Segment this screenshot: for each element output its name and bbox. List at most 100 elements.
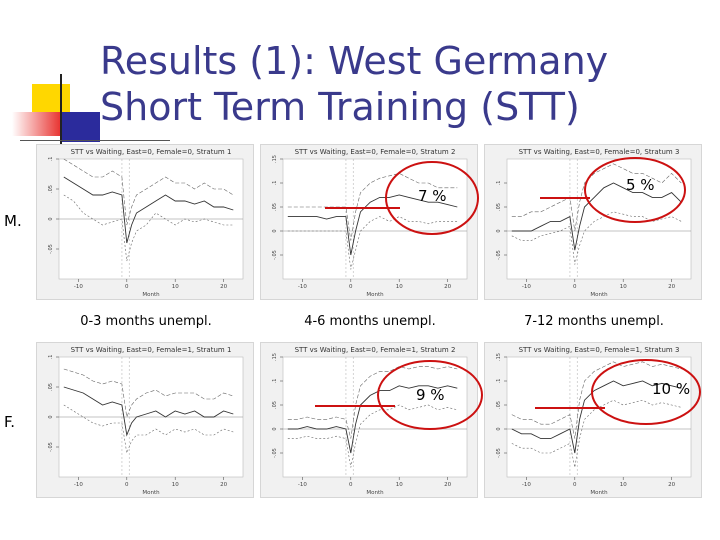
- x-tick-label: 0: [125, 482, 129, 488]
- y-tick-label: -.05: [272, 250, 278, 260]
- x-tick-label: 20: [668, 482, 675, 488]
- x-axis-label: Month: [590, 490, 608, 496]
- y-tick-label: -.05: [496, 250, 502, 260]
- y-tick-label: 0: [272, 229, 278, 232]
- x-tick-label: -10: [74, 284, 83, 290]
- row-label-female: F.: [4, 413, 15, 431]
- chart-svg: STT vs Waiting, East=0, Female=1, Stratu…: [496, 346, 692, 496]
- series-line-bound: [287, 366, 458, 439]
- y-tick-label: .1: [496, 379, 502, 384]
- y-tick-label: 0: [48, 217, 54, 220]
- chart-panel-male-stratum-3: STT vs Waiting, East=0, Female=0, Stratu…: [484, 144, 702, 300]
- series-line-bound: [63, 404, 234, 455]
- x-tick-label: 10: [172, 482, 179, 488]
- annotation-7pct: 7 %: [418, 187, 447, 205]
- deco-blue-block: [62, 112, 100, 142]
- y-tick-label: .1: [272, 379, 278, 384]
- chart-panel-male-stratum-2: STT vs Waiting, East=0, Female=0, Stratu…: [260, 144, 478, 300]
- chart-svg: STT vs Waiting, East=0, Female=0, Stratu…: [496, 148, 692, 298]
- col-label-0-3: 0-3 months unempl.: [80, 314, 212, 329]
- chart-title: STT vs Waiting, East=0, Female=0, Stratu…: [71, 148, 232, 156]
- y-tick-label: .05: [272, 401, 278, 409]
- x-tick-label: -10: [298, 482, 307, 488]
- y-tick-label: .05: [48, 185, 54, 193]
- y-tick-label: -.05: [48, 244, 54, 254]
- x-axis-label: Month: [366, 490, 384, 496]
- annotation-circle-7pct: [385, 161, 479, 235]
- series-line-estimate: [511, 380, 682, 454]
- chart-panel-female-stratum-3: STT vs Waiting, East=0, Female=1, Stratu…: [484, 342, 702, 498]
- y-tick-label: .15: [272, 155, 278, 163]
- annotation-circle-5pct: [584, 157, 686, 223]
- x-tick-label: 20: [668, 284, 675, 290]
- series-line-bound: [287, 173, 458, 241]
- chart-svg: STT vs Waiting, East=0, Female=0, Stratu…: [48, 148, 244, 298]
- y-tick-label: .1: [48, 157, 54, 162]
- series-line-bound: [511, 361, 682, 439]
- series-line-bound: [63, 194, 234, 262]
- annotation-circle-10pct: [591, 359, 701, 425]
- chart-svg: STT vs Waiting, East=0, Female=0, Stratu…: [272, 148, 468, 298]
- y-tick-label: 0: [48, 415, 54, 418]
- x-tick-label: 0: [349, 284, 353, 290]
- y-tick-label: -.05: [48, 442, 54, 452]
- chart-title: STT vs Waiting, East=0, Female=0, Stratu…: [295, 148, 456, 156]
- chart-svg: STT vs Waiting, East=0, Female=1, Stratu…: [48, 346, 244, 496]
- x-tick-label: 10: [620, 284, 627, 290]
- series-line-bound: [511, 399, 682, 468]
- plot-area: [282, 158, 468, 280]
- x-tick-label: 20: [444, 482, 451, 488]
- chart-title: STT vs Waiting, East=0, Female=1, Stratu…: [519, 346, 680, 354]
- y-tick-label: .05: [48, 383, 54, 391]
- annotation-5pct: 5 %: [626, 176, 655, 194]
- x-tick-label: 0: [573, 482, 577, 488]
- series-line-estimate: [63, 386, 234, 437]
- y-tick-label: 0: [496, 229, 502, 232]
- x-tick-label: 20: [220, 482, 227, 488]
- row-label-male: M.: [4, 212, 22, 230]
- col-label-4-6: 4-6 months unempl.: [304, 314, 436, 329]
- y-tick-label: 0: [272, 427, 278, 430]
- x-tick-label: 20: [220, 284, 227, 290]
- chart-title: STT vs Waiting, East=0, Female=1, Stratu…: [71, 346, 232, 354]
- y-tick-label: .05: [272, 203, 278, 211]
- x-tick-label: 10: [396, 284, 403, 290]
- y-tick-label: .1: [496, 181, 502, 186]
- series-line-bound: [63, 368, 234, 419]
- x-tick-label: 0: [125, 284, 129, 290]
- deco-vertical-line: [60, 74, 62, 146]
- deco-horizontal-line: [20, 140, 170, 141]
- x-tick-label: -10: [522, 284, 531, 290]
- chart-title: STT vs Waiting, East=0, Female=0, Stratu…: [519, 148, 680, 156]
- annotation-10pct: 10 %: [652, 380, 691, 398]
- x-tick-label: -10: [522, 482, 531, 488]
- chart-panel-female-stratum-2: STT vs Waiting, East=0, Female=1, Stratu…: [260, 342, 478, 498]
- chart-panel-female-stratum-1: STT vs Waiting, East=0, Female=1, Stratu…: [36, 342, 254, 498]
- series-line-estimate: [63, 176, 234, 244]
- x-tick-label: 20: [444, 284, 451, 290]
- chart-panel-male-stratum-1: STT vs Waiting, East=0, Female=0, Stratu…: [36, 144, 254, 300]
- y-tick-label: .1: [48, 355, 54, 360]
- x-tick-label: 0: [349, 482, 353, 488]
- y-tick-label: 0: [496, 427, 502, 430]
- col-label-7-12: 7-12 months unempl.: [524, 314, 664, 329]
- annotation-9pct: 9 %: [416, 386, 445, 404]
- x-axis-label: Month: [142, 490, 160, 496]
- y-tick-label: .05: [496, 203, 502, 211]
- x-axis-label: Month: [590, 292, 608, 298]
- x-tick-label: -10: [74, 482, 83, 488]
- y-tick-label: -.05: [496, 448, 502, 458]
- chart-svg: STT vs Waiting, East=0, Female=1, Stratu…: [272, 346, 468, 496]
- y-tick-label: .15: [272, 353, 278, 361]
- title-line-2: Short Term Training (STT): [100, 85, 580, 129]
- plot-area: [506, 158, 692, 280]
- title-line-1: Results (1): West Germany: [100, 39, 609, 83]
- y-tick-label: .1: [272, 181, 278, 186]
- x-tick-label: 0: [573, 284, 577, 290]
- series-line-bound: [63, 158, 234, 226]
- chart-title: STT vs Waiting, East=0, Female=1, Stratu…: [295, 346, 456, 354]
- series-line-estimate: [287, 385, 458, 454]
- x-tick-label: -10: [298, 284, 307, 290]
- x-axis-label: Month: [366, 292, 384, 298]
